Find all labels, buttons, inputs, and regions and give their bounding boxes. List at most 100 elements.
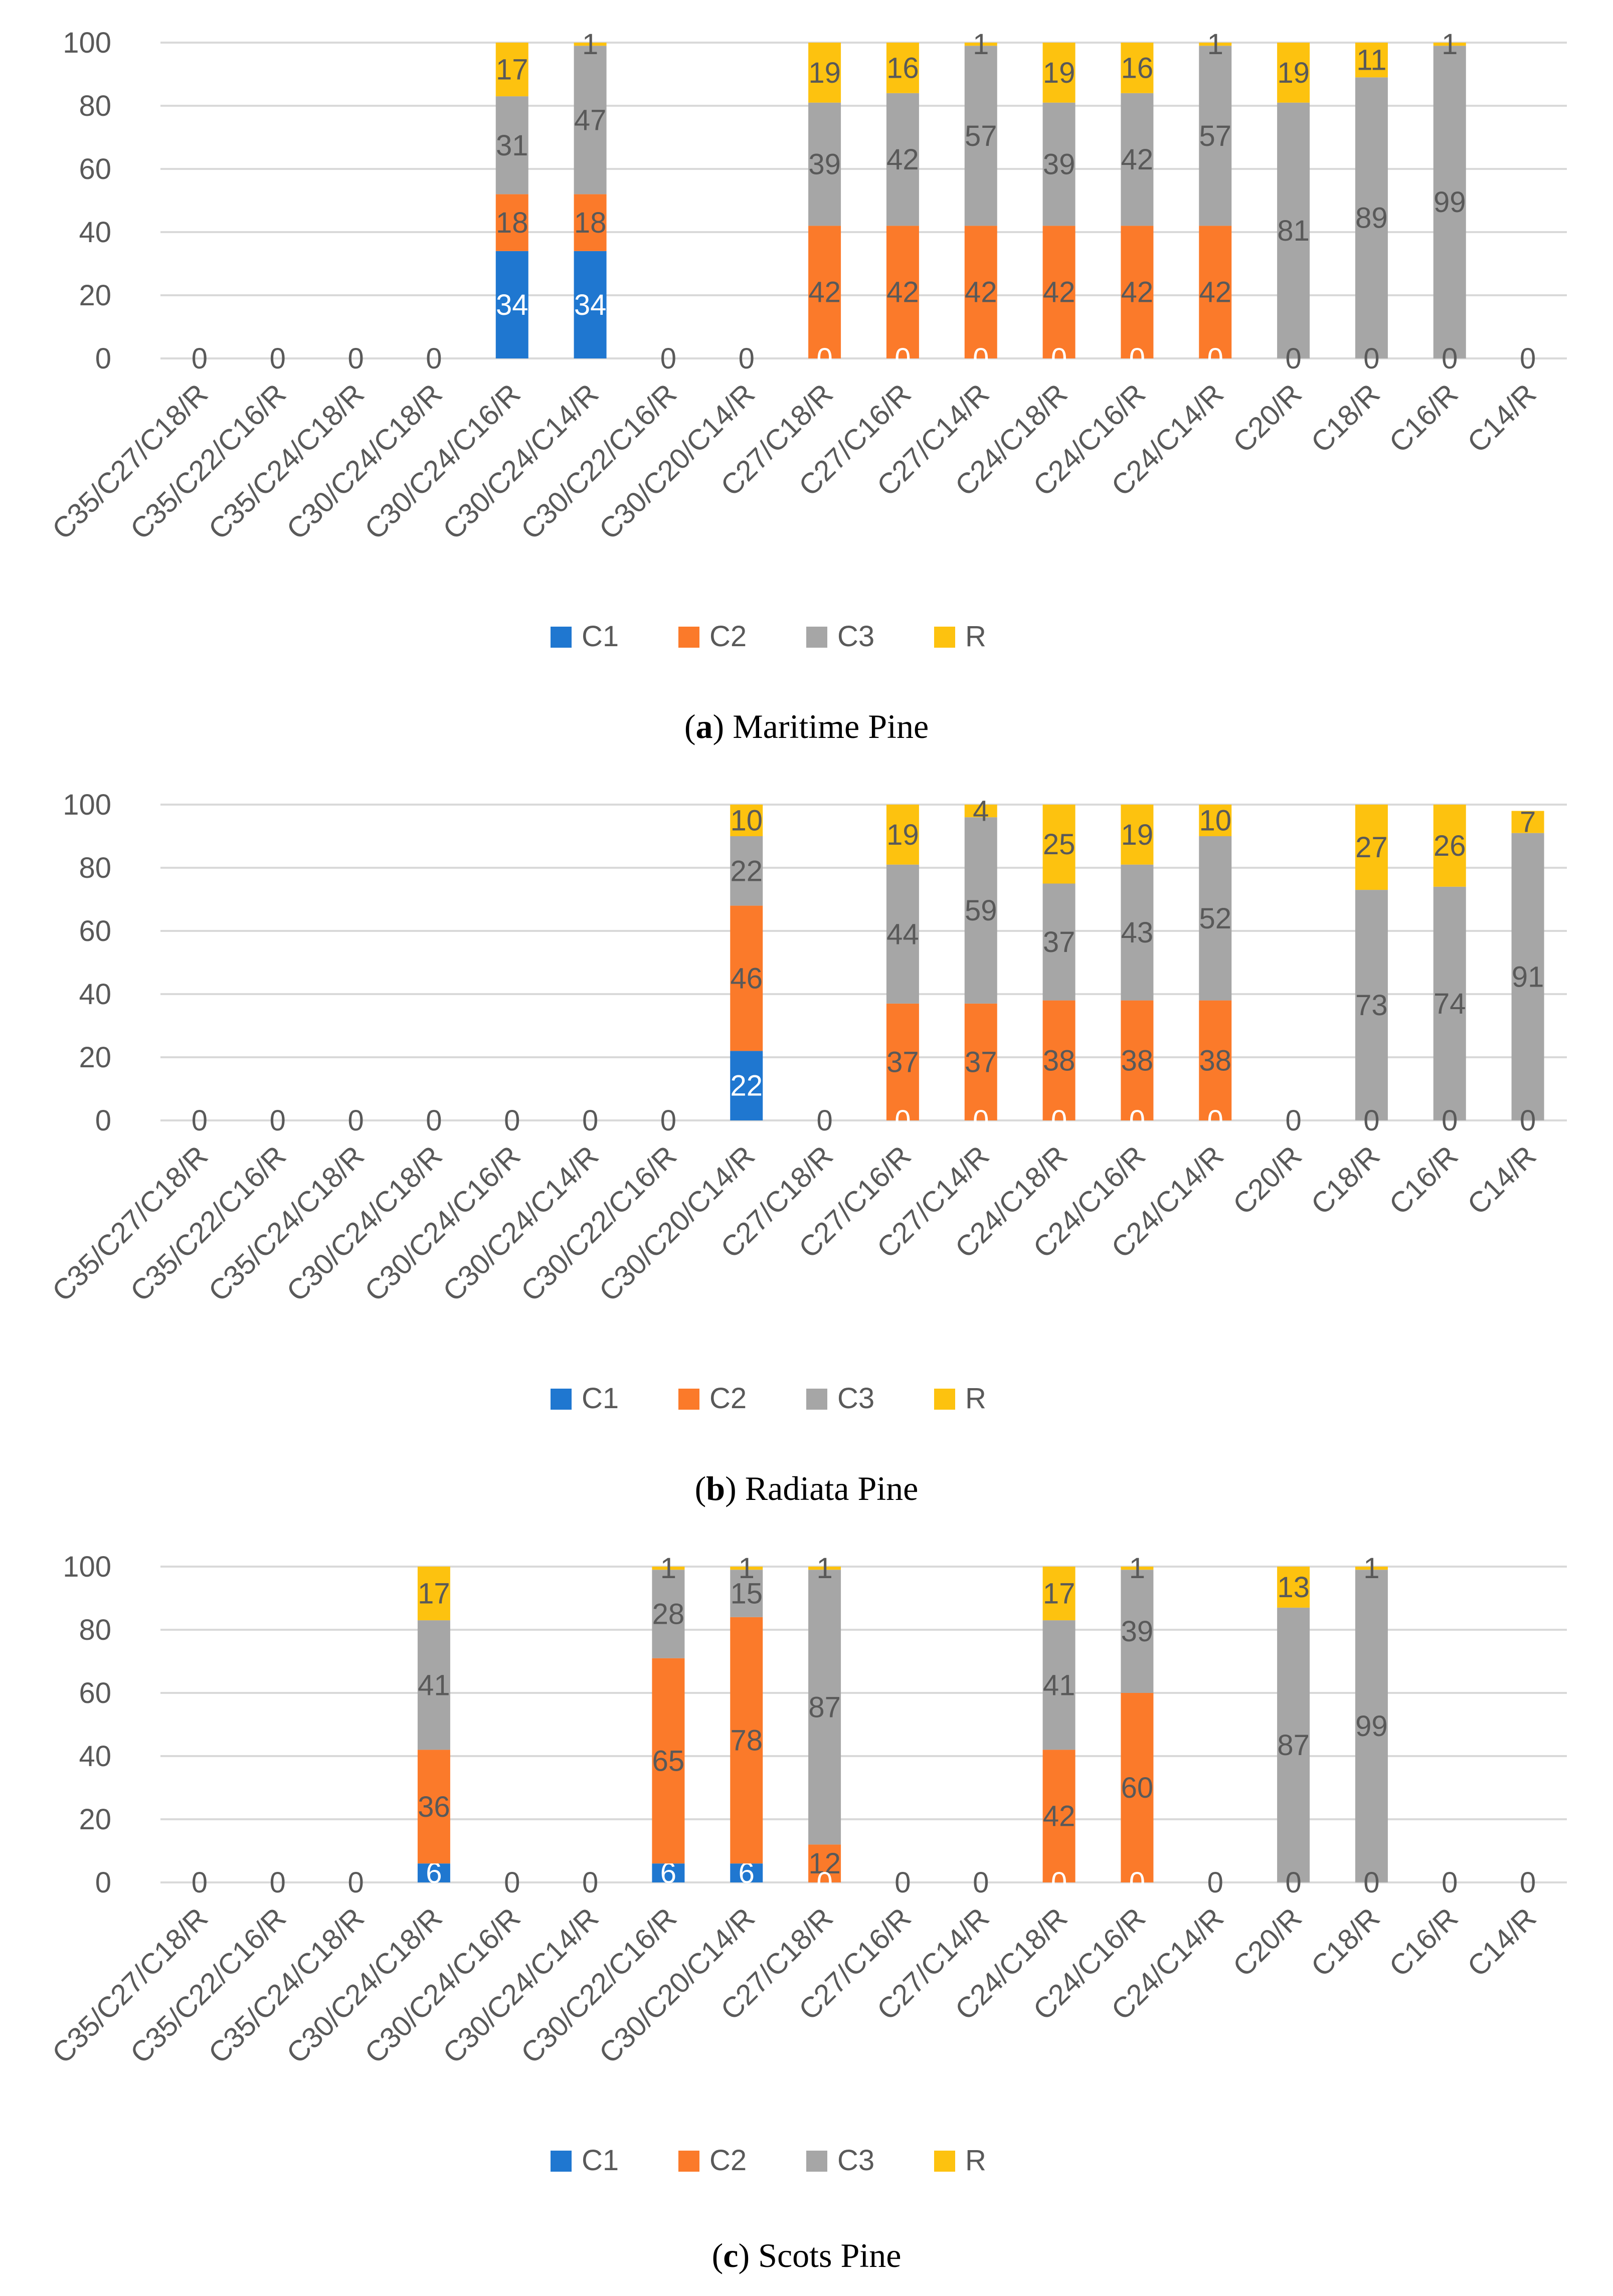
data-label: 46 [730,963,763,995]
data-label: 74 [1433,988,1466,1020]
y-tick-label: 60 [79,153,111,185]
bar-segment-c2 [886,1003,919,1120]
data-label: 17 [418,1578,450,1610]
data-label: 43 [1121,916,1154,949]
data-label: 17 [1043,1578,1076,1610]
bar-segment-c3 [1355,1570,1388,1882]
bar-segment-c3 [808,102,841,226]
data-label: 0 [973,342,989,375]
data-label: 0 [973,1866,989,1899]
bar-segment-c3 [1355,77,1388,359]
data-label: 0 [1051,1866,1067,1899]
data-label: 57 [965,120,997,152]
data-label: 19 [808,57,841,89]
bar-segment-c3 [1121,1570,1154,1693]
data-label: 38 [1043,1044,1076,1077]
data-label: 42 [886,276,919,309]
legend-swatch-c1 [551,627,572,648]
bar-segment-c3 [1355,890,1388,1120]
bar-segment-r [886,43,919,93]
y-tick-label: 100 [63,789,111,821]
data-label: 16 [886,52,919,84]
data-label: 10 [730,805,763,837]
bar-segment-c1 [417,1863,450,1882]
x-tick-label: C18/R [1305,1901,1386,1983]
data-label: 65 [652,1745,685,1777]
bar-segment-c1 [730,1051,763,1120]
bar-segment-c3 [1511,833,1544,1120]
data-label: 0 [1442,1866,1458,1899]
caption-letter: c [723,2236,739,2274]
chart-panel-maritime-pine: 0 20 40 60 80 100 0 C35/C27/C18/R 0 C35/C22/C16/R… [0,0,1613,762]
data-label: 39 [1043,148,1076,181]
bar-segment-c3 [1199,836,1232,1001]
bar-segment-r [730,1567,763,1570]
data-label: 89 [1355,202,1388,235]
chart-scots-pine: 0204060801000C35/C27/C18/R0C35/C22/C16/R… [46,1551,1567,2177]
data-label: 0 [1207,342,1223,375]
data-label: 11 [1356,44,1386,77]
data-label: 0 [894,1866,911,1899]
data-label: 16 [1121,52,1154,84]
chart-maritime-pine: 0204060801000C35/C27/C18/R0C35/C22/C16/R… [46,27,1567,653]
legend-label: C3 [837,620,874,653]
x-tick-label: C20/R [1227,1139,1308,1221]
legend-swatch-r [934,2151,955,2172]
data-label: 19 [886,819,919,851]
data-label: 0 [347,1866,364,1899]
data-label: 0 [192,1866,208,1899]
data-label: 0 [1285,1104,1301,1137]
data-label: 17 [496,54,528,86]
bar-segment-c3 [652,1570,685,1658]
bar-segment-r [417,1567,450,1621]
data-label: 0 [270,1104,286,1137]
data-label: 0 [504,1104,520,1137]
x-tick-label: C14/R [1461,1139,1542,1221]
data-label: 0 [1129,1866,1145,1899]
data-label: 34 [574,289,607,321]
y-tick-label: 80 [79,90,111,122]
data-label: 0 [894,342,911,375]
data-label: 1 [739,1552,755,1585]
data-label: 41 [418,1669,450,1701]
bar-segment-r [1199,43,1232,46]
data-label: 0 [1442,1104,1458,1137]
data-label: 10 [1199,805,1231,837]
x-tick-label: C16/R [1383,377,1464,459]
data-label: 1 [660,1552,676,1585]
data-label: 1 [973,28,989,61]
y-tick-label: 80 [79,852,111,884]
bar-segment-c3 [1042,1620,1076,1750]
legend-label: C2 [709,1382,747,1415]
data-label: 12 [808,1847,841,1880]
bar-segment-r [1042,43,1076,103]
bar-segment-c2 [574,194,607,251]
bar-segment-c2 [1121,1693,1154,1882]
data-label: 38 [1121,1044,1154,1077]
y-tick-label: 0 [95,1866,111,1899]
legend-label: C3 [837,1382,874,1415]
data-label: 36 [418,1791,450,1823]
data-label: 26 [1433,830,1466,862]
y-tick-label: 100 [63,27,111,59]
data-label: 0 [1285,342,1301,375]
data-label: 73 [1355,989,1388,1022]
bar-segment-c2 [495,194,528,251]
bar-segment-c2 [964,1003,997,1120]
data-label: 0 [660,1104,676,1137]
bar-segment-r [964,805,997,818]
data-label: 60 [1121,1772,1154,1804]
data-label: 44 [886,918,919,950]
y-tick-label: 40 [79,216,111,249]
data-label: 37 [886,1046,919,1078]
bar-segment-c2 [730,1617,763,1864]
caption-text: Maritime Pine [733,707,929,745]
data-label: 41 [1043,1669,1076,1701]
data-label: 91 [1512,961,1544,993]
legend-label: C2 [709,2144,747,2177]
bar-segment-c2 [964,226,997,358]
data-label: 15 [730,1578,763,1610]
data-label: 7 [1520,806,1536,839]
data-label: 0 [1363,1866,1379,1899]
data-label: 0 [1520,1866,1536,1899]
